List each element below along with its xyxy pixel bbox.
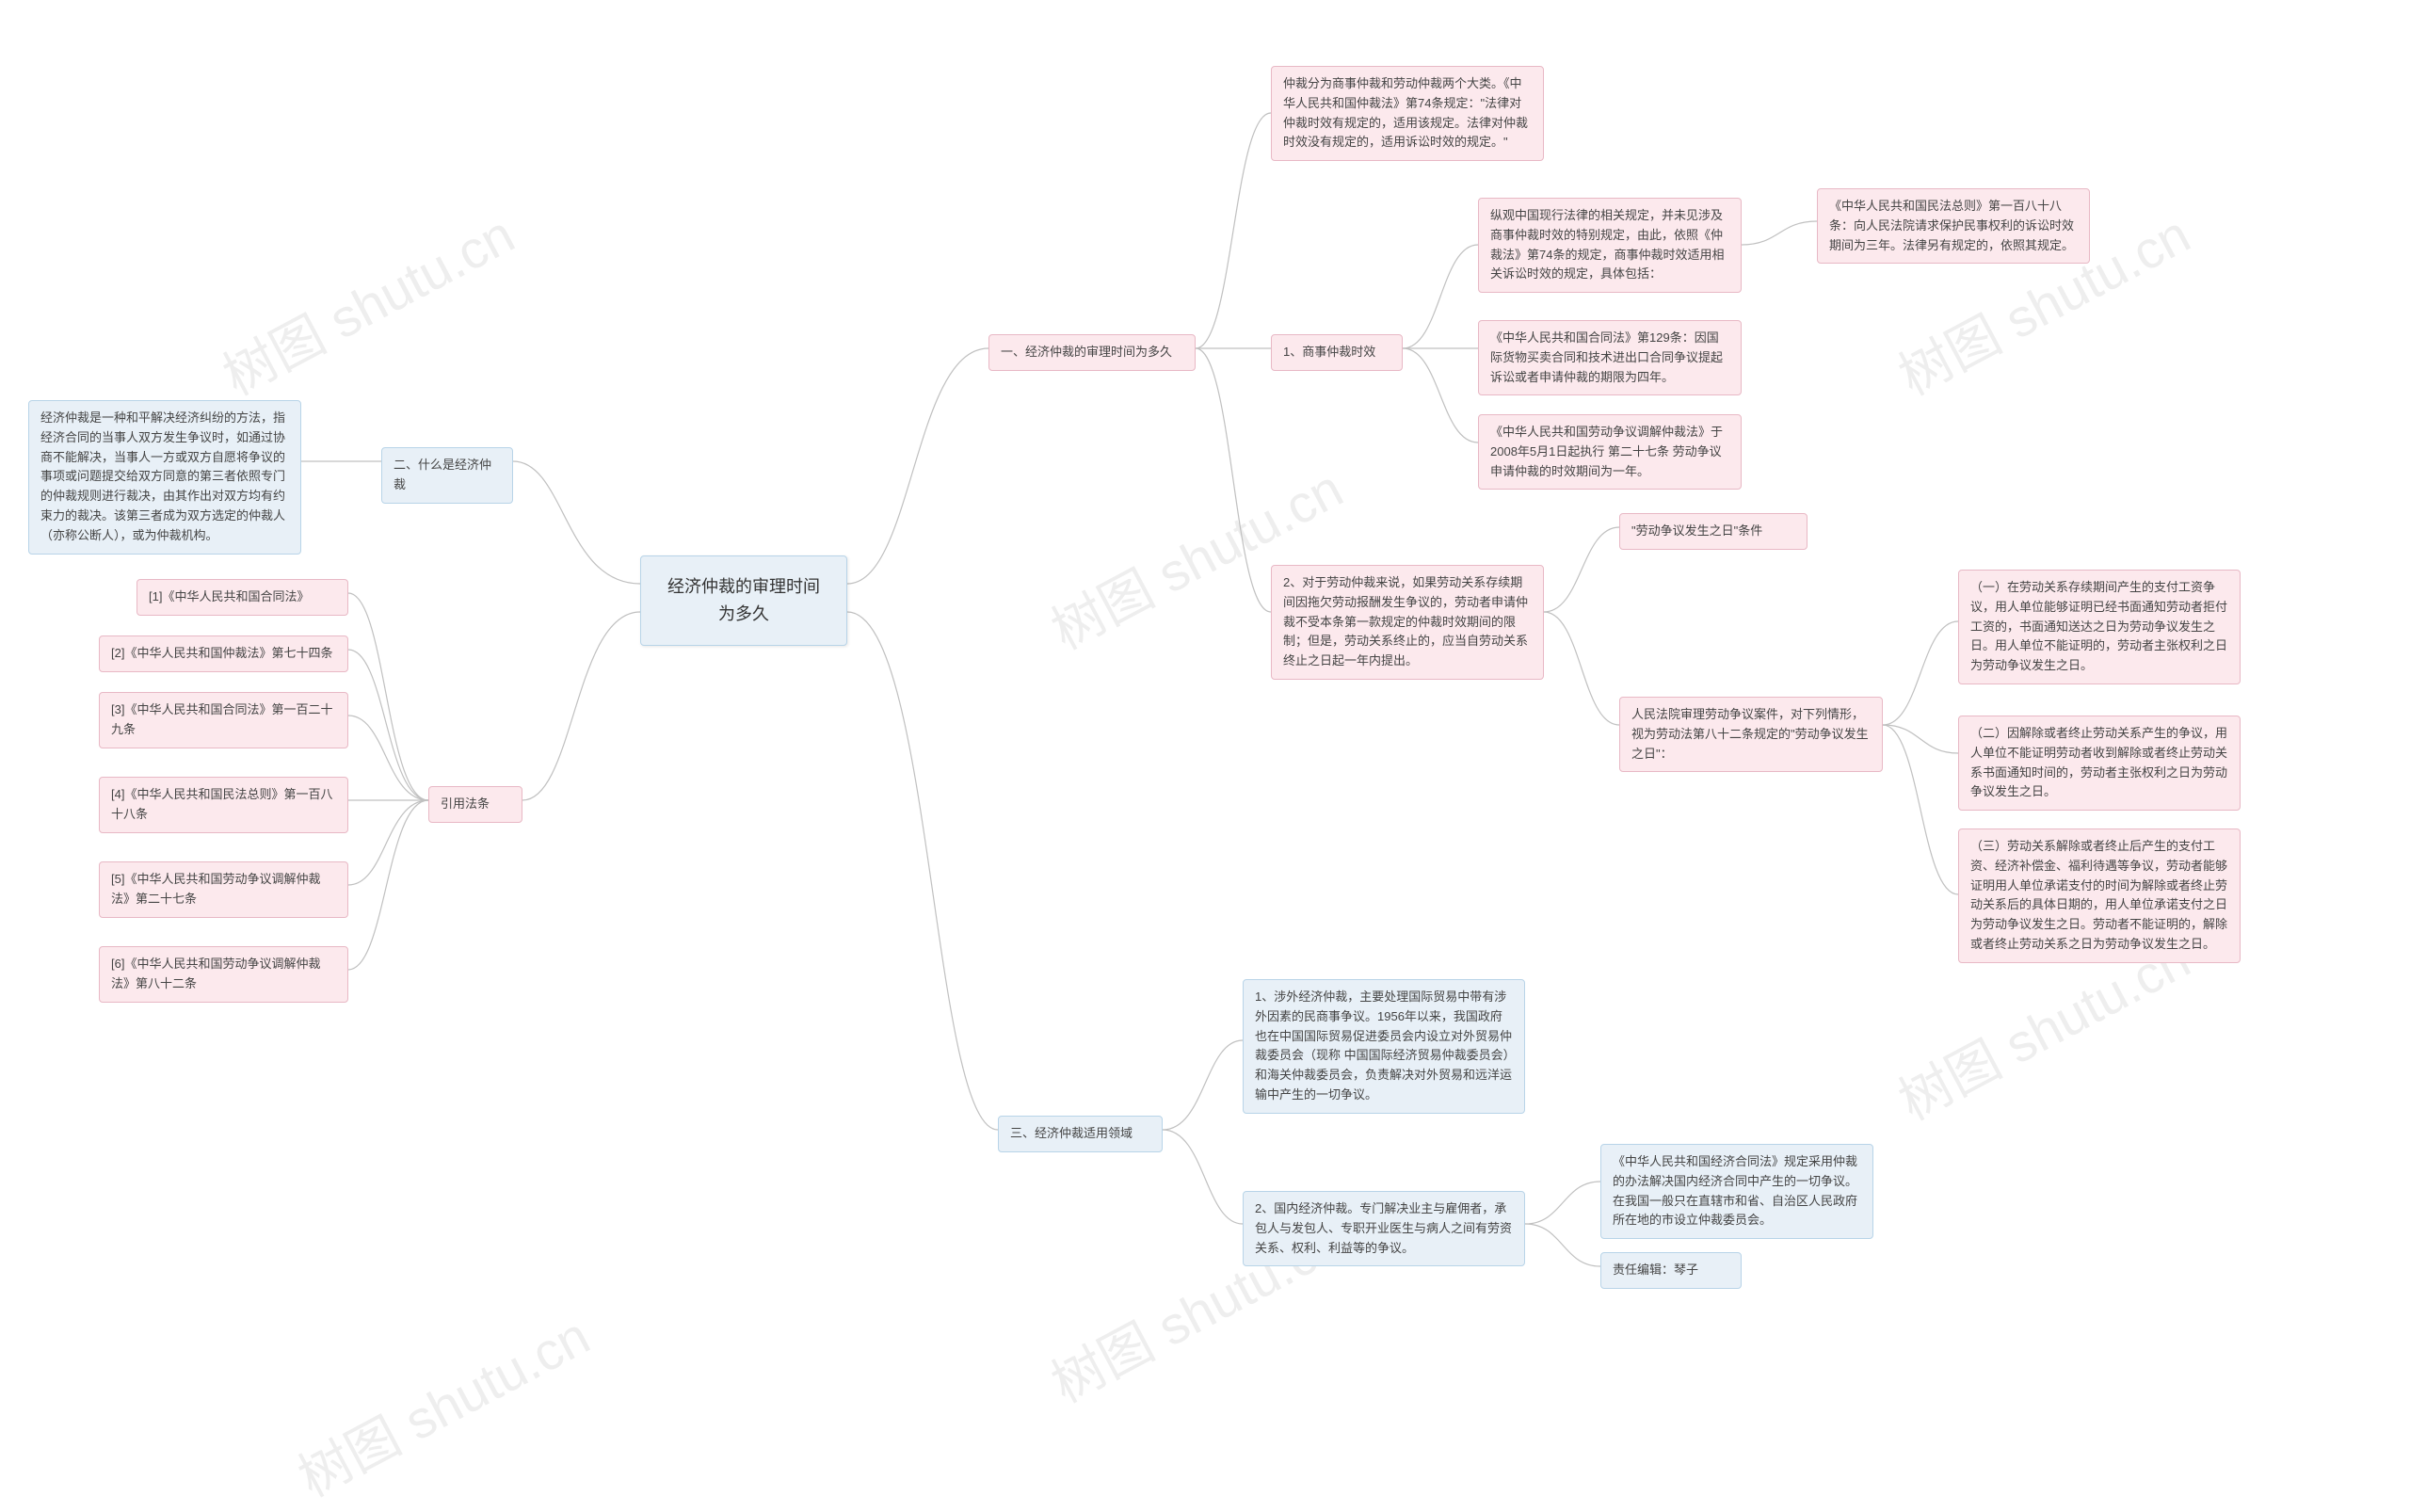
sec1-title: 一、经济仲裁的审理时间为多久: [988, 334, 1196, 371]
refs-title: 引用法条: [428, 786, 522, 823]
sec3-p2: 2、国内经济仲裁。专门解决业主与雇佣者，承包人与发包人、专职开业医生与病人之间有…: [1243, 1191, 1525, 1266]
sec2-text: 经济仲裁是一种和平解决经济纠纷的方法，指经济合同的当事人双方发生争议时，如通过协…: [28, 400, 301, 555]
ref-item-6: [6]《中华人民共和国劳动争议调解仲裁法》第八十二条: [99, 946, 348, 1003]
sec1-a: 仲裁分为商事仲裁和劳动仲裁两个大类。《中华人民共和国仲裁法》第74条规定："法律…: [1271, 66, 1544, 161]
watermark: 树图 shutu.cn: [208, 193, 526, 410]
sec1-b2-rule: 人民法院审理劳动争议案件，对下列情形，视为劳动法第八十二条规定的"劳动争议发生之…: [1619, 697, 1883, 772]
sec1-b2-d2: （二）因解除或者终止劳动关系产生的争议，用人单位不能证明劳动者收到解除或者终止劳…: [1958, 716, 2241, 811]
sec1-b1-c1: 《中华人民共和国民法总则》第一百八十八条：向人民法院请求保护民事权利的诉讼时效期…: [1817, 188, 2090, 264]
sec3-title: 三、经济仲裁适用领域: [998, 1116, 1163, 1152]
center-node: 经济仲裁的审理时间为多久: [640, 555, 847, 646]
sec1-b1-c3: 《中华人民共和国劳动争议调解仲裁法》于2008年5月1日起执行 第二十七条 劳动…: [1478, 414, 1742, 490]
sec1-b2-intro: 2、对于劳动仲裁来说，如果劳动关系存续期间因拖欠劳动报酬发生争议的，劳动者申请仲…: [1271, 565, 1544, 680]
sec1-b2-cond: "劳动争议发生之日"条件: [1619, 513, 1808, 550]
ref-item-3: [3]《中华人民共和国合同法》第一百二十九条: [99, 692, 348, 748]
sec1-b1-c2: 《中华人民共和国合同法》第129条：因国际货物买卖合同和技术进出口合同争议提起诉…: [1478, 320, 1742, 395]
sec1-b1-intro: 纵观中国现行法律的相关规定，并未见涉及商事仲裁时效的特别规定，由此，依照《仲裁法…: [1478, 198, 1742, 293]
sec3-p2b: 责任编辑：琴子: [1600, 1252, 1742, 1289]
ref-item-1: [1]《中华人民共和国合同法》: [137, 579, 348, 616]
sec3-p1: 1、涉外经济仲裁，主要处理国际贸易中带有涉外因素的民商事争议。1956年以来，我…: [1243, 979, 1525, 1114]
sec2-title: 二、什么是经济仲裁: [381, 447, 513, 504]
ref-item-4: [4]《中华人民共和国民法总则》第一百八十八条: [99, 777, 348, 833]
watermark: 树图 shutu.cn: [283, 1295, 602, 1512]
ref-item-2: [2]《中华人民共和国仲裁法》第七十四条: [99, 635, 348, 672]
sec1-b1-title: 1、商事仲裁时效: [1271, 334, 1403, 371]
ref-item-5: [5]《中华人民共和国劳动争议调解仲裁法》第二十七条: [99, 861, 348, 918]
sec3-p2a: 《中华人民共和国经济合同法》规定采用仲裁的办法解决国内经济合同中产生的一切争议。…: [1600, 1144, 1873, 1239]
sec1-b2-d3: （三）劳动关系解除或者终止后产生的支付工资、经济补偿金、福利待遇等争议，劳动者能…: [1958, 828, 2241, 963]
sec1-b2-d1: （一）在劳动关系存续期间产生的支付工资争议，用人单位能够证明已经书面通知劳动者拒…: [1958, 570, 2241, 684]
